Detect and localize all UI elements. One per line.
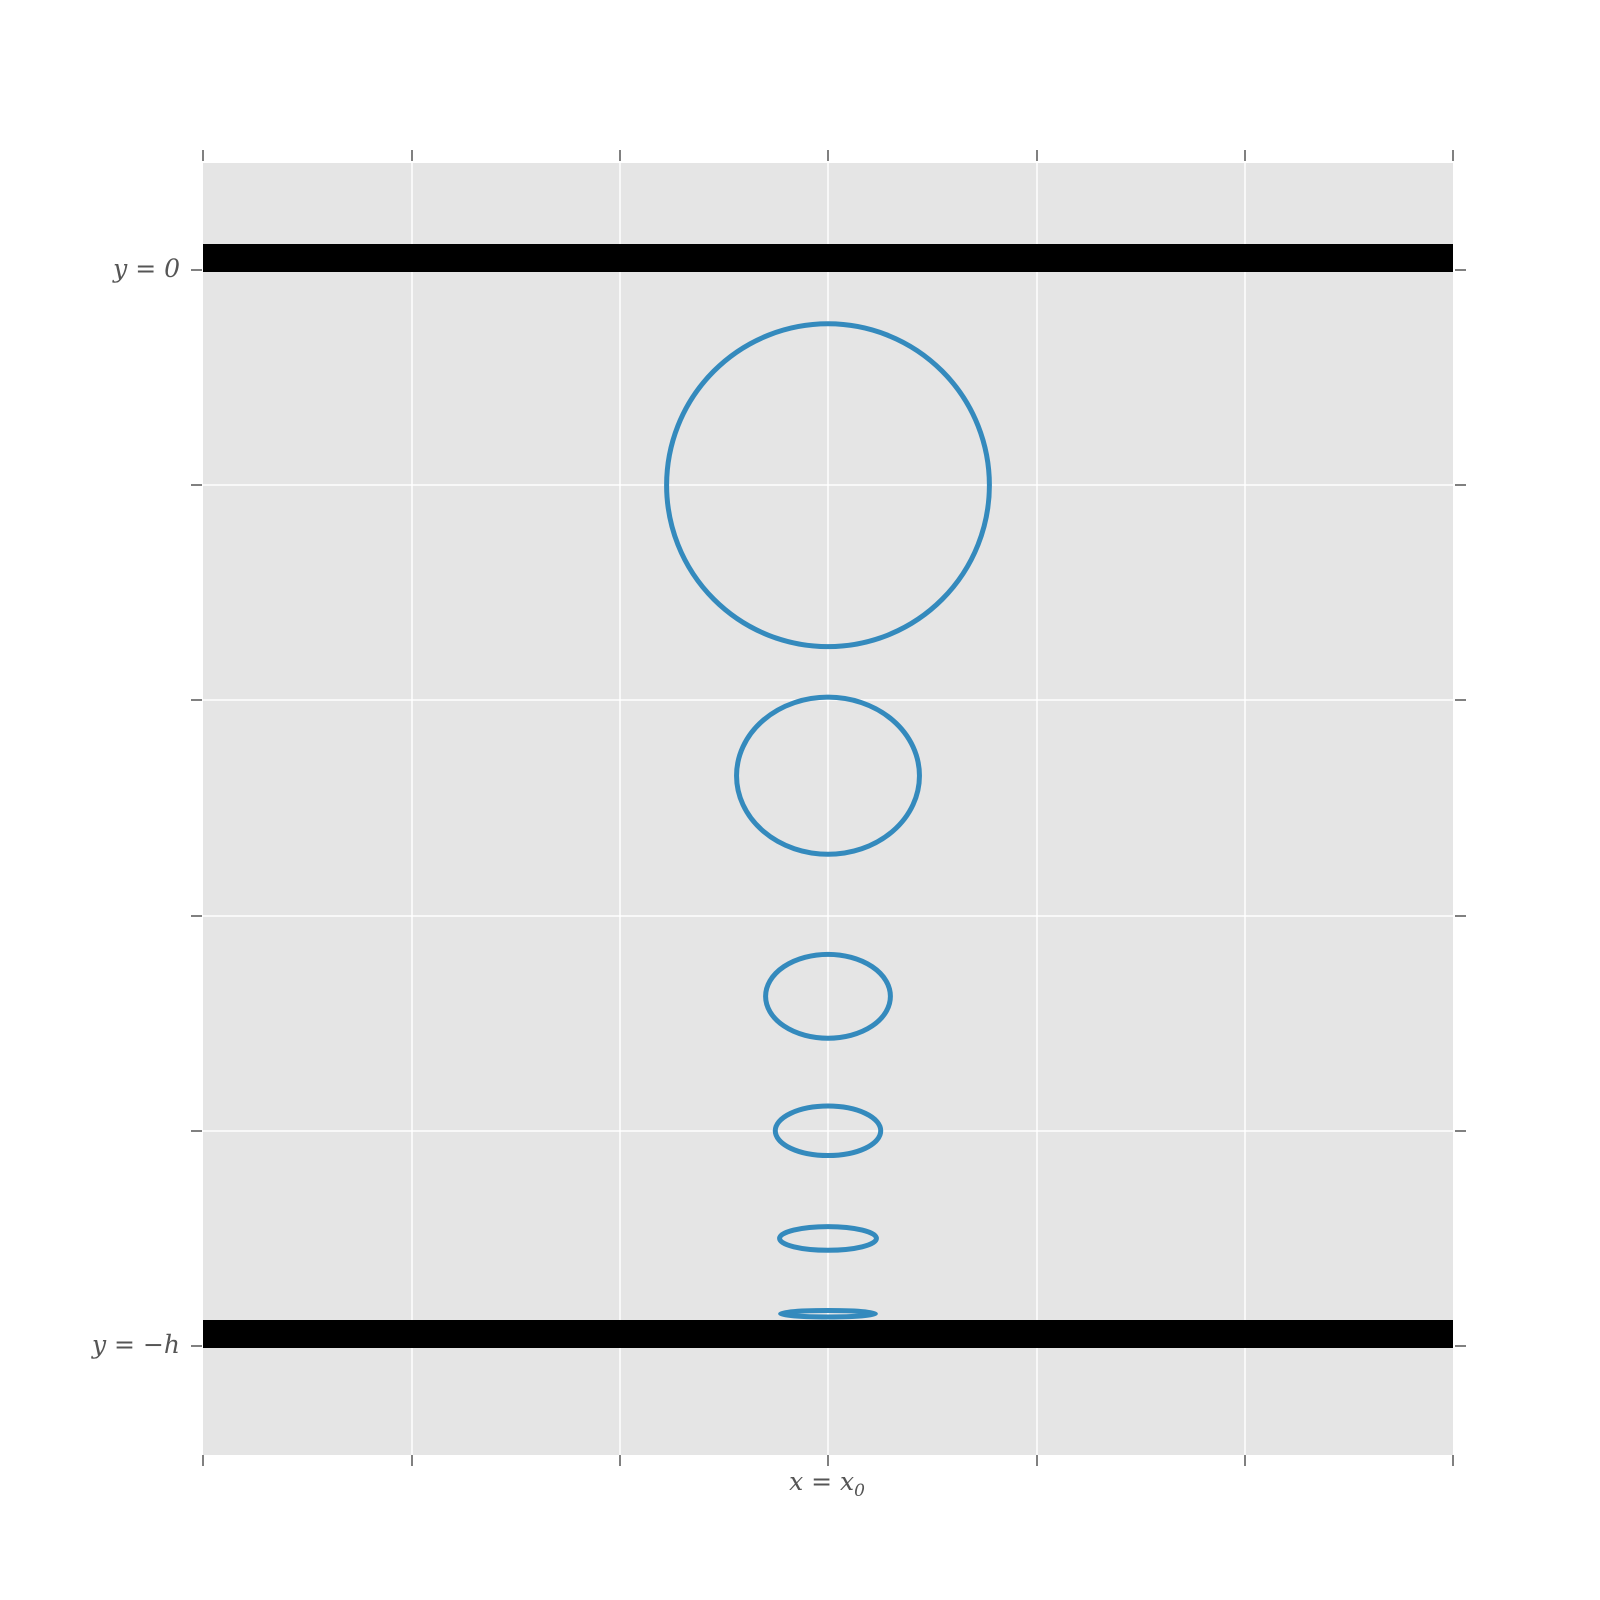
y-tick-label-surface: y = 0 bbox=[112, 254, 180, 283]
x-tick-label-base: x = x bbox=[789, 1467, 854, 1496]
x-tick-label-subscript: 0 bbox=[854, 1481, 865, 1501]
y-tick-label-bottom: y = −h bbox=[91, 1330, 180, 1359]
boundary-bottom bbox=[203, 1320, 1453, 1348]
boundary-surface bbox=[203, 244, 1453, 272]
x-tick-label-center: x = x0 bbox=[789, 1467, 865, 1501]
